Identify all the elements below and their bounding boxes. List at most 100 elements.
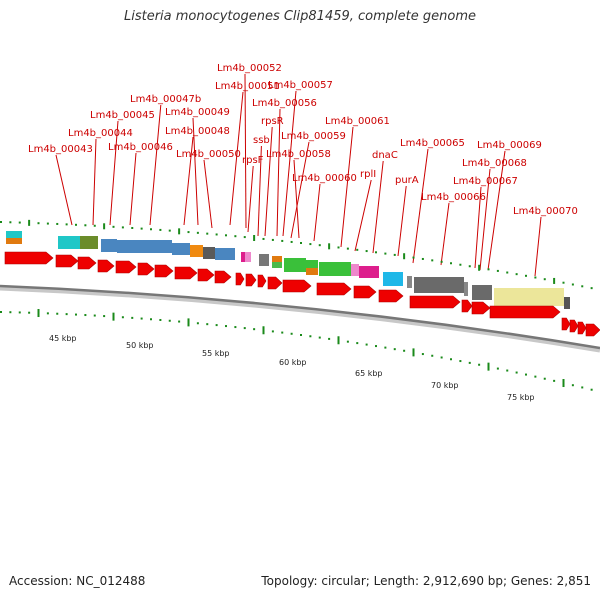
tick-mark — [56, 312, 59, 315]
tick-mark — [206, 323, 209, 326]
tick-mark — [468, 361, 471, 364]
tick-mark — [215, 233, 218, 236]
gene-label: Lm4b_00049 — [165, 107, 230, 118]
genome-backbone — [0, 284, 600, 350]
tick-mark — [562, 281, 565, 284]
tick-mark — [271, 330, 274, 333]
cds-arrow — [174, 266, 198, 280]
tick-mark — [553, 277, 556, 284]
tick-mark — [103, 223, 106, 230]
tick-mark — [168, 229, 171, 232]
tick-mark — [234, 326, 237, 329]
tick-marks — [0, 219, 593, 391]
feature-block — [6, 238, 22, 244]
tick-mark — [300, 242, 302, 244]
tick-mark — [103, 315, 106, 318]
kbp-label: 50 kbp — [126, 341, 154, 350]
tick-mark — [506, 271, 509, 274]
feature-block — [351, 264, 359, 276]
tick-mark — [403, 349, 406, 352]
tick-mark — [178, 320, 181, 323]
tick-mark — [590, 287, 593, 290]
leader-line — [257, 145, 262, 237]
tick-mark — [337, 246, 340, 249]
gene-label: ssb — [253, 135, 270, 146]
tick-mark — [56, 222, 59, 225]
cds-arrow — [55, 254, 79, 268]
map-title: Listeria monocytogenes Clip81459, comple… — [123, 9, 476, 24]
gene-label: purA — [395, 175, 419, 186]
tick-mark — [150, 318, 152, 321]
cds-arrow — [197, 268, 215, 282]
feature-block — [272, 256, 282, 262]
tick-mark — [18, 311, 21, 314]
tick-mark — [365, 250, 368, 253]
cds-arrow — [471, 301, 491, 315]
backbone-shadow — [0, 285, 600, 353]
cds-arrow — [77, 256, 97, 270]
leader-line — [92, 138, 97, 226]
leader-line — [192, 117, 199, 226]
tick-mark — [346, 340, 349, 343]
feature-block — [190, 245, 203, 257]
leader-line — [354, 179, 372, 252]
cds-arrow — [235, 272, 245, 286]
leader-line — [203, 159, 213, 229]
tick-mark — [356, 342, 359, 345]
gene-label: Lm4b_00050 — [176, 149, 241, 160]
tick-mark — [281, 331, 284, 334]
feature-block — [215, 248, 235, 260]
tick-mark — [393, 253, 396, 256]
tick-mark — [150, 228, 152, 231]
cds-arrow — [257, 274, 267, 288]
tick-mark — [515, 273, 518, 276]
feature-block — [80, 236, 98, 249]
feature-block — [203, 247, 215, 259]
tick-mark — [328, 337, 331, 340]
tick-mark — [478, 264, 481, 271]
tick-mark — [262, 237, 265, 240]
cds-arrow — [137, 262, 155, 276]
gene-label: Lm4b_00043 — [28, 144, 93, 155]
leader-line — [264, 126, 273, 237]
gene-label: Lm4b_00061 — [325, 116, 390, 127]
tick-mark — [271, 238, 274, 241]
tick-mark — [84, 314, 87, 317]
tick-mark — [468, 265, 471, 268]
tick-mark — [234, 235, 237, 238]
tick-mark — [112, 312, 115, 321]
leader-line — [55, 154, 73, 226]
tick-mark — [215, 324, 218, 327]
tick-mark — [440, 356, 443, 359]
tick-mark — [328, 243, 331, 250]
feature-block — [407, 276, 412, 288]
gene-labels: Lm4b_00043 Lm4b_00044 Lm4b_00045 Lm4b_00046… — [28, 63, 578, 217]
kbp-label: 45 kbp — [49, 334, 77, 343]
feature-block — [241, 252, 245, 262]
kbp-label: 55 kbp — [202, 349, 230, 358]
tick-mark — [75, 313, 77, 316]
tick-mark — [487, 268, 490, 271]
gene-label: Lm4b_00045 — [90, 110, 155, 121]
feature-block — [245, 252, 251, 262]
tick-mark — [196, 231, 199, 234]
leader-line — [412, 148, 429, 264]
leader-line — [109, 120, 119, 226]
tick-mark — [75, 223, 77, 226]
gene-label: Lm4b_00058 — [266, 149, 331, 160]
tick-mark — [309, 335, 312, 338]
cds-arrow — [409, 295, 461, 309]
tick-mark — [581, 285, 584, 288]
leader-line — [313, 183, 321, 242]
tick-mark — [562, 379, 565, 388]
tick-mark — [581, 386, 584, 389]
tick-mark — [450, 358, 452, 361]
leader-line — [479, 168, 491, 271]
feature-block — [306, 268, 318, 275]
tick-mark — [46, 312, 49, 315]
cds-arrow — [585, 323, 600, 337]
cds-arrow — [115, 260, 137, 274]
cds-arrow — [461, 299, 473, 313]
cds-arrow — [378, 289, 404, 303]
